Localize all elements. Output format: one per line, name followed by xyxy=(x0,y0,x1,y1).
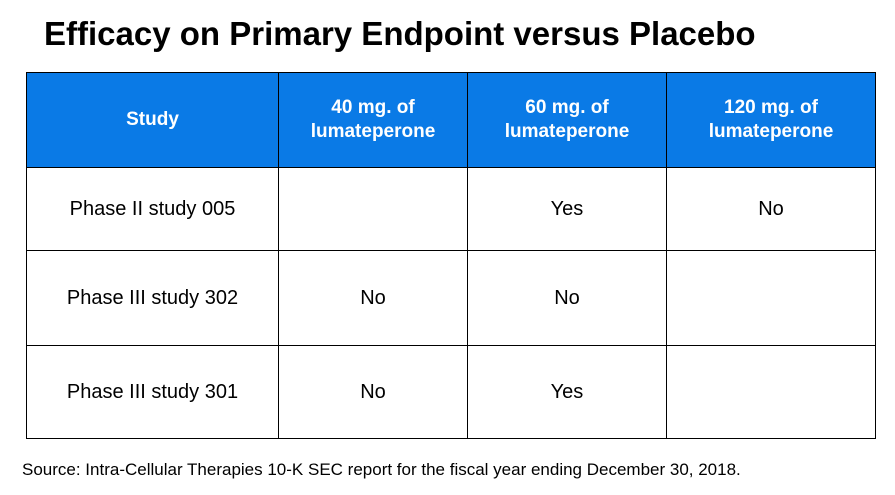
header-120mg: 120 mg. of lumateperone xyxy=(666,72,876,168)
header-40mg: 40 mg. of lumateperone xyxy=(278,72,468,168)
page-title: Efficacy on Primary Endpoint versus Plac… xyxy=(44,15,756,52)
cell-40mg xyxy=(278,167,468,251)
cell-60mg: Yes xyxy=(467,167,667,251)
cell-study: Phase II study 005 xyxy=(26,167,279,251)
cell-120mg: No xyxy=(666,167,876,251)
cell-40mg: No xyxy=(278,345,468,439)
table-row: Phase III study 301 No Yes xyxy=(26,345,876,439)
cell-40mg: No xyxy=(278,250,468,346)
cell-study: Phase III study 302 xyxy=(26,250,279,346)
cell-120mg xyxy=(666,345,876,439)
source-note: Source: Intra-Cellular Therapies 10-K SE… xyxy=(22,460,741,479)
table-header-row: Study 40 mg. of lumateperone 60 mg. of l… xyxy=(26,72,876,168)
cell-study: Phase III study 301 xyxy=(26,345,279,439)
table-row: Phase III study 302 No No xyxy=(26,250,876,346)
cell-60mg: No xyxy=(467,250,667,346)
header-60mg: 60 mg. of lumateperone xyxy=(467,72,667,168)
cell-120mg xyxy=(666,250,876,346)
table-row: Phase II study 005 Yes No xyxy=(26,167,876,251)
efficacy-table: Study 40 mg. of lumateperone 60 mg. of l… xyxy=(26,72,876,439)
header-study: Study xyxy=(26,72,279,168)
cell-60mg: Yes xyxy=(467,345,667,439)
